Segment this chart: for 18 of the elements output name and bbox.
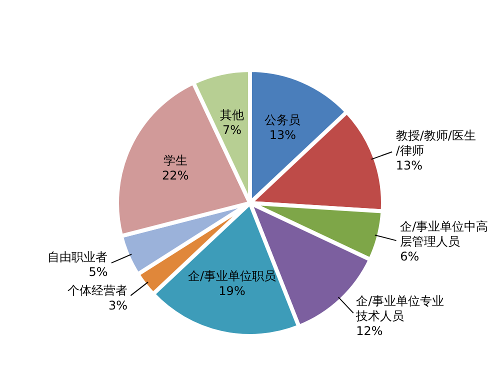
data-label: 22%	[162, 168, 189, 182]
slice-label: 教授/教师/医生/律师	[396, 128, 476, 158]
slice-label: 公务员	[264, 112, 301, 127]
slice-label: 个体经营者	[68, 284, 128, 298]
slice-label: 其他	[220, 108, 244, 122]
data-label: 19%	[218, 284, 246, 298]
slice-label: 企/事业单位中高层管理人员	[400, 220, 488, 249]
slice-label: 企/事业单位专业技术人员	[355, 294, 444, 323]
data-label: 7%	[222, 123, 242, 138]
slice-label: 企/事业单位职员	[188, 268, 276, 283]
data-label: 12%	[356, 324, 383, 338]
slice-label: 学生	[163, 153, 188, 168]
data-label: 3%	[108, 298, 128, 312]
data-label: 5%	[88, 265, 108, 280]
slice-label: 自由职业者	[48, 250, 108, 264]
data-label: 6%	[400, 250, 420, 264]
data-label: 13%	[269, 128, 296, 142]
data-label: 13%	[396, 158, 423, 172]
